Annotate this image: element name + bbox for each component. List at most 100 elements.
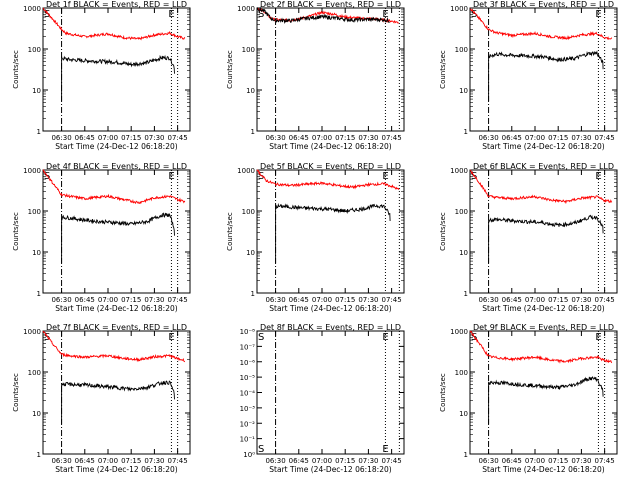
events-series-line xyxy=(61,380,175,424)
y-tick-label: 10 xyxy=(32,410,41,418)
lld-series-line xyxy=(256,169,400,190)
x-axis-label: Start Time (24-Dec-12 06:18:20) xyxy=(55,304,177,313)
events-series-line xyxy=(61,54,175,101)
y-tick-label: 100 xyxy=(28,369,41,377)
marker-label: S xyxy=(471,9,477,20)
marker-label: E xyxy=(168,332,174,343)
marker-label: E xyxy=(382,332,388,343)
x-tick-label: 07:15 xyxy=(121,457,141,465)
chart-7: Det 7f BLACK = Events, RED = LLD 1 10 100 10… xyxy=(12,323,191,474)
y-tick-label: 100 xyxy=(28,208,41,216)
x-tick-label: 06:45 xyxy=(502,296,522,304)
marker-label: E xyxy=(382,9,388,20)
x-tick-label: 06:45 xyxy=(75,134,95,142)
y-tick-label: 1000 xyxy=(23,167,41,175)
x-tick-label: 06:30 xyxy=(478,296,498,304)
x-tick-label: 06:30 xyxy=(265,457,285,465)
marker-label: S xyxy=(258,9,264,20)
y-tick-label: 100 xyxy=(455,369,468,377)
x-axis-label: Start Time (24-Dec-12 06:18:20) xyxy=(55,465,177,474)
x-tick-label: 07:30 xyxy=(571,134,591,142)
x-axis-label: Start Time (24-Dec-12 06:18:20) xyxy=(55,142,177,151)
y-axis-label: Counts/sec xyxy=(439,50,447,89)
marker-label: S xyxy=(44,9,50,20)
chart-2: Det 2f BLACK = Events, RED = LLD 1 10 100 10… xyxy=(226,0,405,151)
events-series-line xyxy=(488,214,604,263)
x-tick-label: 07:15 xyxy=(548,457,568,465)
marker-label: E xyxy=(382,171,388,182)
y-tick-label: 100 xyxy=(242,46,255,54)
x-tick-label: 06:30 xyxy=(265,134,285,142)
marker-label: E xyxy=(595,171,601,182)
x-tick-label: 07:00 xyxy=(312,134,332,142)
plot-frame xyxy=(42,7,191,132)
x-tick-label: 07:15 xyxy=(335,134,355,142)
x-tick-label: 07:45 xyxy=(168,457,188,465)
y-tick-label: 10⁻¹ xyxy=(240,436,256,444)
x-tick-label: 06:30 xyxy=(51,296,71,304)
x-tick-label: 06:30 xyxy=(478,457,498,465)
x-tick-label: 07:15 xyxy=(121,134,141,142)
y-tick-label: 1 xyxy=(37,451,41,459)
plot-frame xyxy=(256,169,405,294)
y-tick-label: 100 xyxy=(242,208,255,216)
y-axis-label: Counts/sec xyxy=(439,212,447,251)
marker-label: E xyxy=(168,9,174,20)
y-tick-label: 1 xyxy=(37,290,41,298)
x-tick-label: 07:00 xyxy=(525,457,545,465)
events-series-line xyxy=(275,202,391,263)
marker-label: S xyxy=(258,332,264,343)
x-tick-label: 07:30 xyxy=(144,457,164,465)
chart-title: Det 3f BLACK = Events, RED = LLD xyxy=(473,0,614,9)
events-series-line xyxy=(256,6,390,25)
x-tick-label: 06:45 xyxy=(289,296,309,304)
y-tick-label: 10 xyxy=(32,249,41,257)
events-series-line xyxy=(61,212,175,263)
x-tick-label: 06:45 xyxy=(502,134,522,142)
chart-title: Det 4f BLACK = Events, RED = LLD xyxy=(46,162,187,171)
chart-3: Det 3f BLACK = Events, RED = LLD 1 10 100 10… xyxy=(439,0,618,151)
y-tick-label: 1 xyxy=(251,128,255,136)
lld-series-line xyxy=(470,169,613,205)
marker-label: S xyxy=(44,332,50,343)
x-tick-label: 07:45 xyxy=(595,296,615,304)
y-tick-label: 1000 xyxy=(237,167,255,175)
y-tick-label: 1 xyxy=(464,128,468,136)
plot-frame xyxy=(256,330,405,455)
y-tick-label: 100 xyxy=(28,46,41,54)
plot-frame xyxy=(42,169,191,294)
y-axis-label: Counts/sec xyxy=(12,373,20,412)
x-tick-label: 06:45 xyxy=(289,457,309,465)
chart-title: Det 7f BLACK = Events, RED = LLD xyxy=(46,323,187,332)
y-tick-label: 1000 xyxy=(450,328,468,336)
plot-frame xyxy=(469,330,618,455)
chart-title: Det 6f BLACK = Events, RED = LLD xyxy=(473,162,614,171)
y-axis-label: Counts/sec xyxy=(226,50,234,89)
y-axis-label: Counts/sec xyxy=(226,212,234,251)
chart-title: Det 5f BLACK = Events, RED = LLD xyxy=(260,162,401,171)
x-tick-label: 07:15 xyxy=(335,457,355,465)
x-tick-label: 06:45 xyxy=(75,457,95,465)
y-tick-label: 100 xyxy=(455,208,468,216)
x-tick-label: 07:30 xyxy=(358,134,378,142)
marker-label: E xyxy=(168,171,174,182)
marker-label-bottom: S xyxy=(258,444,264,455)
x-tick-label: 07:45 xyxy=(382,134,402,142)
x-tick-label: 06:45 xyxy=(502,457,522,465)
y-tick-label: 1000 xyxy=(237,5,255,13)
y-tick-label: 1000 xyxy=(450,167,468,175)
y-tick-label: 10⁻² xyxy=(240,420,256,428)
x-tick-label: 07:30 xyxy=(571,296,591,304)
y-tick-label: 100 xyxy=(455,46,468,54)
events-series-line xyxy=(488,50,604,101)
y-tick-label: 10⁻⁵ xyxy=(240,374,256,382)
x-axis-label: Start Time (24-Dec-12 06:18:20) xyxy=(482,142,604,151)
x-tick-label: 07:00 xyxy=(98,296,118,304)
chart-1: Det 1f BLACK = Events, RED = LLD 1 10 100 10… xyxy=(12,0,191,151)
chart-5: Det 5f BLACK = Events, RED = LLD 1 10 100 10… xyxy=(226,162,405,313)
lld-series-line xyxy=(469,8,613,41)
chart-4: Det 4f BLACK = Events, RED = LLD 1 10 100 10… xyxy=(12,162,191,313)
y-tick-label: 10⁰ xyxy=(243,451,255,459)
y-tick-label: 10 xyxy=(459,249,468,257)
